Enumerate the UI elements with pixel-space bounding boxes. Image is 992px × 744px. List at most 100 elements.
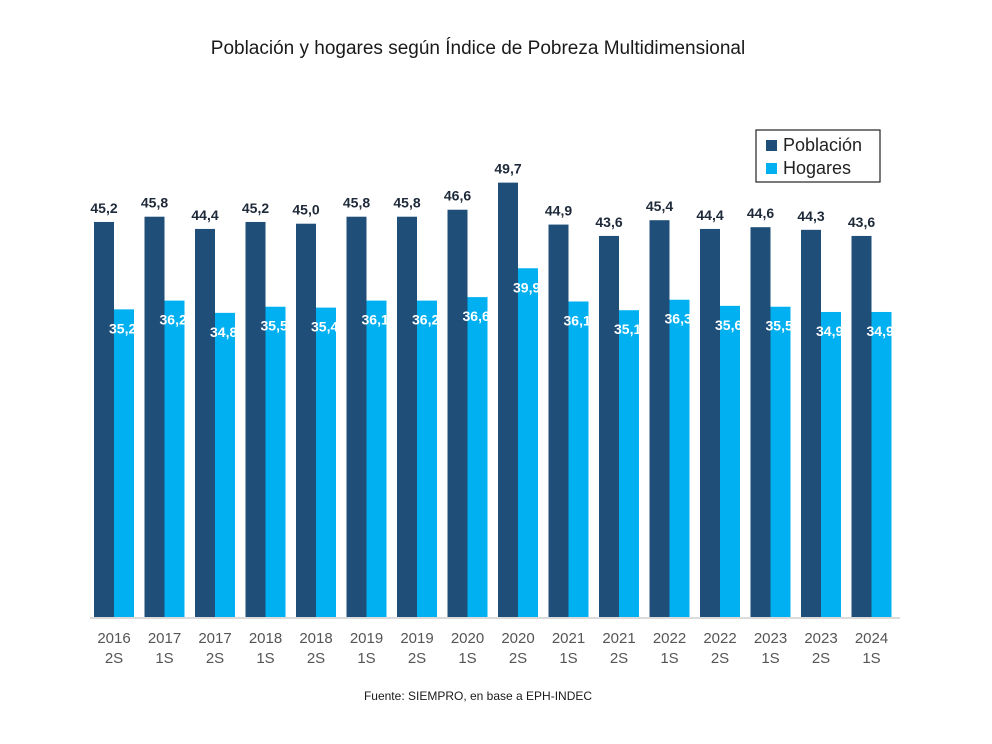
x-tick-year: 2018: [249, 630, 282, 647]
x-tick-year: 2017: [198, 630, 231, 647]
legend-swatch-hogares: [766, 163, 777, 174]
bar-poblacion: [144, 216, 165, 617]
chart-title: Población y hogares según Índice de Pobr…: [210, 38, 746, 59]
data-label-hogares: 35,6: [715, 317, 742, 333]
bar-poblacion: [346, 216, 367, 617]
bar-poblacion: [801, 229, 821, 617]
bars-group: 45,2 35,2 45,8 36,2 44,4 34,8 45,2 35,5 45,0 35,4…: [90, 161, 894, 618]
bar-hogares: [114, 309, 134, 617]
bar-hogares: [619, 310, 639, 617]
x-tick-semester: 1S: [357, 650, 375, 667]
data-label-hogares: 39,9: [513, 279, 540, 295]
x-tick-labels: 2016 2S 2017 1S 2017 2S 2018 1S 2018 2S 2019 1S 2019…: [97, 630, 888, 667]
data-label-hogares: 36,1: [362, 312, 389, 328]
data-label-hogares: 34,9: [816, 323, 843, 339]
x-tick-semester: 1S: [458, 650, 476, 667]
data-label-poblacion: 44,4: [191, 207, 218, 223]
bar-poblacion: [548, 224, 569, 617]
x-tick-semester: 2S: [307, 650, 325, 667]
x-tick-year: 2020: [501, 630, 534, 647]
legend: Población Hogares: [755, 129, 881, 183]
bar-hogares: [770, 306, 791, 617]
x-tick-semester: 1S: [155, 650, 173, 667]
bar-poblacion: [700, 228, 720, 617]
x-tick-year: 2022: [653, 630, 686, 647]
data-label-poblacion: 43,6: [848, 214, 875, 230]
data-label-hogares: 34,9: [867, 323, 894, 339]
data-label-hogares: 35,5: [766, 318, 793, 334]
bar-poblacion: [447, 209, 468, 617]
data-label-poblacion: 43,6: [595, 214, 622, 230]
x-tick-semester: 2S: [812, 650, 830, 667]
data-label-hogares: 35,1: [614, 321, 641, 337]
x-tick-semester: 1S: [559, 650, 577, 667]
data-label-hogares: 35,4: [311, 319, 338, 335]
bar-poblacion: [195, 228, 215, 617]
data-label-poblacion: 45,2: [242, 200, 269, 216]
x-tick-year: 2018: [299, 630, 332, 647]
x-tick-year: 2024: [855, 630, 888, 647]
x-tick-semester: 2S: [711, 650, 729, 667]
legend-label-poblacion: Población: [783, 135, 862, 155]
x-tick-semester: 2S: [105, 650, 123, 667]
bar-poblacion: [498, 182, 518, 617]
x-tick-year: 2017: [148, 630, 181, 647]
bar-hogares: [265, 306, 286, 617]
legend-swatch-poblacion: [766, 140, 777, 151]
x-tick-semester: 2S: [408, 650, 426, 667]
bar-hogares: [316, 307, 336, 617]
bar-poblacion: [94, 221, 114, 617]
x-tick-year: 2016: [97, 630, 130, 647]
x-tick-year: 2019: [350, 630, 383, 647]
data-label-poblacion: 44,3: [797, 208, 824, 224]
bar-poblacion: [851, 235, 872, 617]
data-label-poblacion: 45,2: [90, 200, 117, 216]
x-tick-year: 2022: [703, 630, 736, 647]
bar-poblacion: [599, 235, 619, 617]
data-label-hogares: 36,2: [160, 312, 187, 328]
legend-label-hogares: Hogares: [783, 158, 851, 178]
bar-poblacion: [750, 227, 771, 618]
data-label-hogares: 36,1: [564, 312, 591, 328]
x-tick-year: 2023: [804, 630, 837, 647]
bar-hogares: [164, 300, 185, 617]
x-tick-semester: 1S: [862, 650, 880, 667]
bar-hogares: [417, 300, 437, 617]
data-label-poblacion: 45,8: [393, 195, 420, 211]
x-tick-semester: 2S: [206, 650, 224, 667]
data-label-poblacion: 44,6: [747, 205, 774, 221]
x-tick-semester: 1S: [761, 650, 779, 667]
bar-poblacion: [649, 220, 670, 618]
x-tick-year: 2019: [400, 630, 433, 647]
source-note: Fuente: SIEMPRO, en base a EPH-INDEC: [363, 689, 593, 703]
x-tick-semester: 2S: [509, 650, 527, 667]
data-label-poblacion: 44,4: [696, 207, 723, 223]
bar-hogares: [518, 268, 538, 617]
data-label-hogares: 36,2: [412, 312, 439, 328]
data-label-hogares: 36,6: [463, 308, 490, 324]
bar-hogares: [215, 312, 235, 617]
bar-hogares: [871, 311, 892, 617]
data-label-poblacion: 49,7: [494, 161, 521, 177]
x-tick-year: 2023: [754, 630, 787, 647]
data-label-hogares: 34,8: [210, 324, 237, 340]
x-tick-year: 2020: [451, 630, 484, 647]
bar-hogares: [568, 301, 589, 617]
x-tick-year: 2021: [602, 630, 635, 647]
data-label-hogares: 36,3: [665, 311, 692, 327]
bar-poblacion: [245, 221, 266, 617]
x-tick-semester: 1S: [256, 650, 274, 667]
data-label-hogares: 35,2: [109, 320, 136, 336]
data-label-hogares: 35,5: [261, 318, 288, 334]
bar-hogares: [467, 297, 488, 617]
data-label-poblacion: 45,8: [343, 195, 370, 211]
bar-hogares: [366, 300, 387, 617]
x-tick-semester: 1S: [660, 650, 678, 667]
bar-hogares: [821, 311, 841, 617]
bar-hogares: [720, 305, 740, 617]
x-tick-year: 2021: [552, 630, 585, 647]
data-label-poblacion: 45,8: [141, 195, 168, 211]
bar-poblacion: [397, 216, 417, 617]
bar-hogares: [669, 299, 690, 617]
